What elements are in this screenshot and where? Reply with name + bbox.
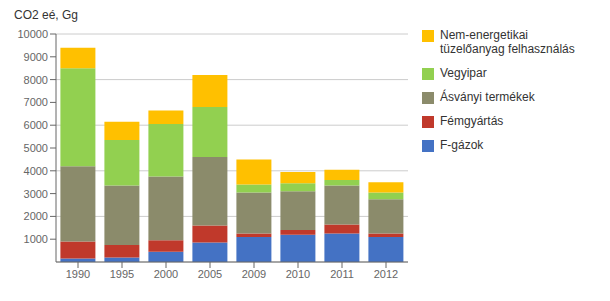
html-text:Fémgyártás: Fémgyártás (440, 114, 504, 128)
svg-text:1990: 1990 (66, 268, 90, 280)
svg-text:2000: 2000 (154, 268, 178, 280)
svg-text:5000: 5000 (24, 142, 48, 154)
svg-text:4000: 4000 (24, 165, 48, 177)
svg-text:2011: 2011 (330, 268, 354, 280)
svg-text:6000: 6000 (24, 119, 48, 131)
svg-text:2009: 2009 (242, 268, 266, 280)
svg-text:1000: 1000 (24, 233, 48, 245)
html-text:CO2 eé, Gg: CO2 eé, Gg (14, 8, 78, 22)
html-text:Ásványi termékek: Ásványi termékek (440, 90, 535, 104)
html-text:tüzelőanyag felhasználás: tüzelőanyag felhasználás (440, 42, 575, 56)
html-text:Nem-energetikai: Nem-energetikai (440, 28, 528, 42)
svg-text:2005: 2005 (198, 268, 222, 280)
svg-text:10000: 10000 (17, 28, 48, 40)
svg-text:8000: 8000 (24, 74, 48, 86)
svg-text:2000: 2000 (24, 210, 48, 222)
svg-text:1995: 1995 (110, 268, 134, 280)
html-text:Vegyipar: Vegyipar (440, 66, 487, 80)
svg-text:2012: 2012 (374, 268, 398, 280)
svg-text:7000: 7000 (24, 96, 48, 108)
html-text:F-gázok: F-gázok (440, 138, 484, 152)
svg-text:9000: 9000 (24, 51, 48, 63)
svg-text:2010: 2010 (286, 268, 310, 280)
svg-text:3000: 3000 (24, 188, 48, 200)
